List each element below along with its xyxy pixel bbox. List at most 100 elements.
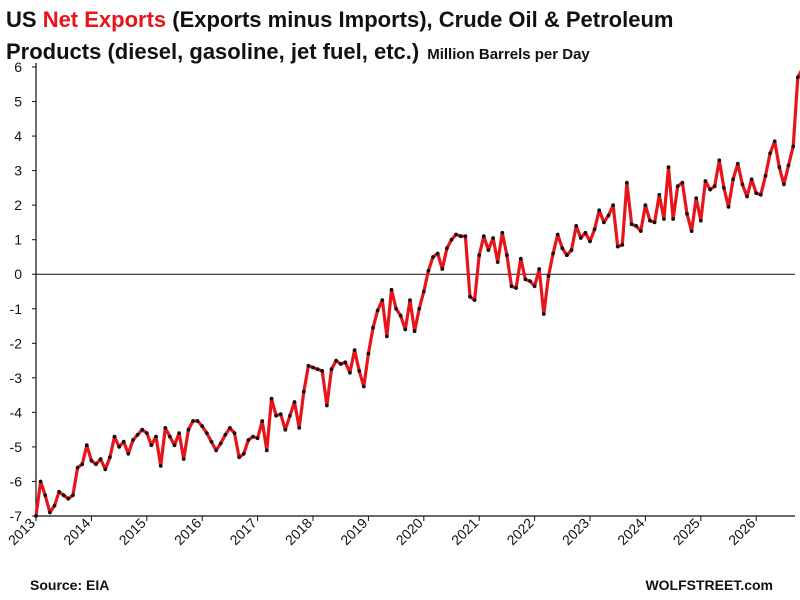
data-point <box>329 367 334 372</box>
data-point <box>320 369 325 373</box>
data-point <box>131 438 135 442</box>
data-point <box>38 479 43 484</box>
data-point <box>195 419 200 423</box>
x-tick-label: 2026 <box>725 515 758 548</box>
data-point <box>758 192 763 197</box>
data-point <box>43 493 48 498</box>
data-point <box>745 194 749 199</box>
data-point <box>186 427 191 432</box>
data-point <box>200 424 205 429</box>
data-point <box>528 279 532 283</box>
data-point <box>592 227 597 232</box>
data-point <box>588 239 592 244</box>
data-point <box>260 419 265 423</box>
data-point <box>412 329 417 334</box>
data-point <box>163 426 168 430</box>
x-tick-label: 2020 <box>393 515 426 548</box>
data-point <box>671 217 675 221</box>
y-tick-label: -1 <box>10 301 23 317</box>
data-point <box>754 191 759 196</box>
data-point <box>306 363 311 368</box>
data-point <box>398 313 403 318</box>
x-tick-label: 2024 <box>614 515 647 548</box>
y-tick-label: -3 <box>10 370 23 386</box>
data-point <box>565 253 569 258</box>
x-tick-label: 2016 <box>171 515 204 548</box>
data-point <box>158 464 163 468</box>
data-point <box>209 439 214 444</box>
data-point <box>168 434 172 439</box>
data-point <box>366 351 371 356</box>
data-point <box>338 362 343 366</box>
y-tick-label: -5 <box>10 439 23 455</box>
data-point <box>237 455 242 460</box>
data-point <box>698 218 703 223</box>
data-point <box>703 179 708 183</box>
data-point <box>791 144 796 149</box>
data-point <box>255 436 260 441</box>
x-tick-label: 2018 <box>282 515 315 548</box>
y-tick-label: 2 <box>14 197 22 213</box>
y-tick-label: 1 <box>14 232 22 248</box>
data-point <box>523 277 528 282</box>
y-tick-label: 5 <box>14 94 22 110</box>
data-point <box>232 431 237 435</box>
data-point <box>61 493 66 498</box>
data-point <box>491 236 495 240</box>
data-point <box>274 413 278 418</box>
data-point <box>394 306 398 311</box>
data-point <box>149 443 154 448</box>
data-point <box>638 229 643 234</box>
data-point <box>578 236 583 240</box>
data-point <box>112 434 117 439</box>
data-point <box>574 224 579 228</box>
data-point <box>223 432 228 437</box>
data-point <box>634 224 639 228</box>
data-point <box>708 187 712 192</box>
data-point <box>144 431 149 435</box>
data-point <box>375 308 380 313</box>
series-line <box>34 69 800 518</box>
chart-title-line1: US Net Exports (Exports minus Imports), … <box>6 7 673 32</box>
data-point <box>597 208 602 213</box>
data-point <box>214 448 219 453</box>
data-point <box>602 220 606 225</box>
y-tick-label: 4 <box>14 128 22 144</box>
data-point <box>537 267 542 271</box>
title-highlight: Net Exports <box>43 7 166 32</box>
data-point <box>246 438 251 442</box>
data-point <box>772 139 777 144</box>
data-point <box>768 151 772 156</box>
data-point <box>648 218 652 223</box>
data-point <box>297 426 302 430</box>
data-point <box>403 327 408 332</box>
data-point <box>763 173 768 178</box>
x-tick-label: 2014 <box>60 515 93 548</box>
data-point <box>643 203 648 208</box>
data-point <box>666 165 671 170</box>
y-tick-label: -4 <box>10 404 23 420</box>
source-label: Source: EIA <box>30 577 109 593</box>
data-point <box>546 274 551 278</box>
y-tick-label: 0 <box>14 266 22 282</box>
data-point <box>352 348 357 353</box>
x-tick-label: 2021 <box>448 515 481 548</box>
data-point <box>94 462 98 467</box>
title-suffix: (Exports minus Imports), Crude Oil & Pet… <box>166 7 673 32</box>
data-point <box>555 232 560 237</box>
title-prefix: US <box>6 7 43 32</box>
data-point <box>514 286 518 290</box>
data-point <box>34 514 38 518</box>
data-point <box>135 432 140 437</box>
data-point <box>560 246 565 251</box>
data-point <box>334 358 338 363</box>
chart-subtitle: Million Barrels per Day <box>427 46 590 63</box>
data-point <box>288 413 292 418</box>
data-point <box>509 284 514 289</box>
data-point <box>486 248 491 253</box>
data-point <box>551 251 555 256</box>
data-point <box>343 360 348 365</box>
data-point <box>264 448 269 453</box>
data-point <box>458 234 463 239</box>
data-point <box>325 403 329 408</box>
